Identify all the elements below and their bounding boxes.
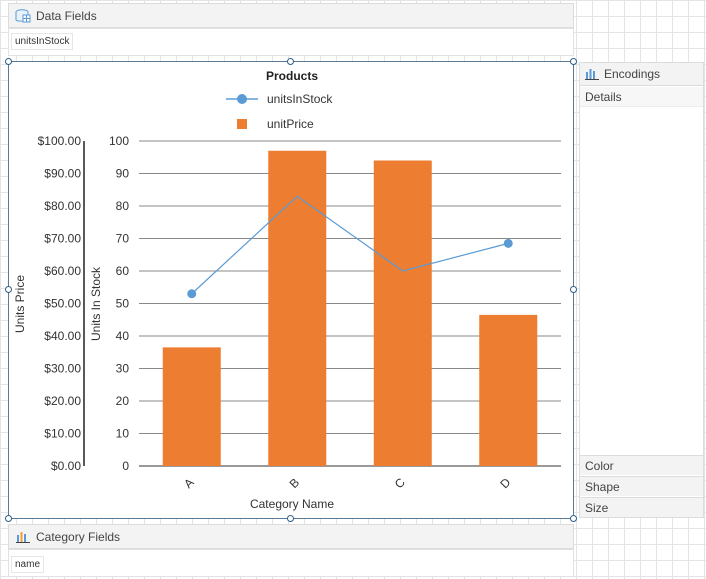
bar-chart-icon [585, 68, 599, 80]
y-tick-label-left: $30.00 [44, 362, 81, 376]
encodings-header[interactable]: Encodings [580, 63, 703, 86]
encoding-color-label: Color [585, 458, 614, 473]
y-tick-label-left: $80.00 [44, 199, 81, 213]
bar-unitprice-d [479, 314, 538, 466]
encodings-title: Encodings [604, 67, 661, 81]
legend-bar-swatch [237, 119, 247, 129]
resize-handle-right[interactable] [570, 286, 577, 293]
y-tick-label-left: $90.00 [44, 167, 81, 181]
bar-chart-icon [16, 531, 30, 543]
chart-title: Products [266, 69, 318, 83]
encoding-size[interactable]: Size [580, 497, 703, 517]
y-tick-label-right: 80 [116, 199, 130, 213]
field-chip-unitsinstock[interactable]: unitsInStock [11, 33, 74, 50]
resize-handle-top-left[interactable] [5, 58, 12, 65]
bar-unitprice-c [373, 160, 432, 466]
y-tick-label-right: 20 [116, 394, 130, 408]
y-tick-label-right: 100 [109, 134, 129, 148]
legend-line-marker [237, 94, 247, 104]
encoding-details[interactable]: Details [580, 87, 703, 107]
resize-handle-left[interactable] [5, 286, 12, 293]
resize-handle-top-right[interactable] [570, 58, 577, 65]
encoding-shape[interactable]: Shape [580, 476, 703, 496]
y-axis-label-right: Units In Stock [89, 266, 103, 341]
category-fields-header[interactable]: Category Fields [8, 524, 574, 549]
chart-plot-area[interactable]: Products unitsInStock unitPrice 100 90 80 70 60… [8, 61, 574, 519]
bar-unitprice-a [162, 347, 221, 466]
series-line-unitsinstock [191, 195, 509, 295]
y-tick-label-right: 70 [116, 232, 130, 246]
y-tick-label-right: 90 [116, 167, 130, 181]
encodings-panel: Encodings Details Color Shape Size [579, 62, 704, 518]
point-unitsinstock-a [187, 289, 197, 299]
y-tick-label-right: 0 [122, 459, 129, 473]
data-fields-title: Data Fields [36, 8, 97, 23]
y-axis-label-left: Units Price [13, 275, 27, 333]
data-fields-well[interactable] [8, 28, 574, 56]
resize-handle-bottom-left[interactable] [5, 515, 12, 522]
x-tick-label: C [392, 475, 408, 491]
encoding-shape-label: Shape [585, 479, 620, 494]
bar-unitprice-b [268, 150, 327, 466]
y-tick-label-left: $20.00 [44, 394, 81, 408]
resize-handle-bottom[interactable] [287, 515, 294, 522]
y-tick-label-right: 50 [116, 297, 130, 311]
y-tick-label-left: $50.00 [44, 297, 81, 311]
resize-handle-top[interactable] [287, 58, 294, 65]
legend-label-unitprice: unitPrice [267, 117, 314, 131]
database-icon [15, 8, 31, 23]
x-tick-label: B [287, 475, 303, 491]
encoding-size-label: Size [585, 500, 609, 515]
y-tick-label-left: $10.00 [44, 427, 81, 441]
encoding-color[interactable]: Color [580, 455, 703, 475]
resize-handle-bottom-right[interactable] [570, 515, 577, 522]
encoding-details-label: Details [585, 89, 622, 104]
field-chip-name[interactable]: name [11, 556, 45, 573]
y-tick-label-right: 30 [116, 362, 130, 376]
x-tick-label: D [497, 475, 513, 491]
x-tick-label: A [181, 475, 197, 491]
category-fields-well[interactable] [8, 549, 574, 577]
legend-label-unitsinstock: unitsInStock [267, 92, 333, 106]
category-fields-title: Category Fields [36, 529, 121, 544]
y-tick-label-left: $0.00 [51, 459, 81, 473]
y-tick-label-right: 60 [116, 264, 130, 278]
x-axis-label: Category Name [250, 497, 334, 511]
y-tick-label-left: $60.00 [44, 264, 81, 278]
y-tick-label-left: $40.00 [44, 329, 81, 343]
point-unitsinstock-d [503, 238, 513, 248]
y-tick-label-left: $100.00 [38, 134, 82, 148]
y-tick-label-left: $70.00 [44, 232, 81, 246]
data-fields-header[interactable]: Data Fields [8, 3, 574, 28]
combo-chart: ProductsunitsInStockunitPrice10090807060… [13, 69, 561, 511]
y-tick-label-right: 10 [116, 427, 130, 441]
y-tick-label-right: 40 [116, 329, 130, 343]
